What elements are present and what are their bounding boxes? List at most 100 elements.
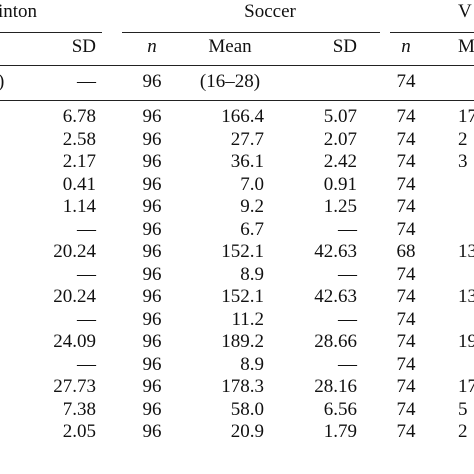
cell: 74 [396,263,416,285]
cell: 74 [396,421,416,442]
cell: 28.66 [314,331,357,352]
cell: 96 [142,71,162,92]
cell: 74 [396,286,416,307]
cell: 19 [458,331,474,352]
cell: 1.79 [323,421,357,442]
cell: 27.7 [230,128,264,150]
cell: 20.9 [230,421,264,442]
cell: — [77,308,96,330]
cell: SD [71,36,96,57]
cell: 1.25 [323,196,357,217]
cell: 96 [142,106,162,127]
cell: 2.58 [62,128,96,150]
cell: SD [332,36,357,57]
cell: 24.09 [53,331,96,352]
cell: 13 [458,241,474,262]
cell: — [338,308,357,330]
rule [122,32,380,33]
cell: 42.63 [314,241,357,262]
cell: 6.78 [62,106,96,127]
cell: 96 [142,286,162,307]
cell: 96 [142,353,162,375]
cell: 17 [458,106,474,127]
cell: 96 [142,196,162,217]
cell: 2 [458,128,468,150]
cell: 96 [142,421,162,442]
cell: M [458,36,474,57]
rule [0,65,474,66]
cell: 42.63 [314,286,357,307]
cell: — [338,218,357,240]
cell: 0.91 [323,173,357,195]
cell: 5 [458,398,468,420]
cell: 5.07 [323,106,357,127]
cell: 20.24 [53,286,96,307]
cell: 96 [142,398,162,420]
cell: 74 [396,106,416,127]
rule [0,100,474,101]
cell: — [77,218,96,240]
cell: 2 [458,421,468,442]
cell: inton [0,1,38,22]
cell: 8.9 [240,263,264,285]
cell: — [338,263,357,285]
cell: 9.2 [240,196,264,217]
cell: 166.4 [221,106,264,127]
cell: n [401,36,411,57]
cell: 96 [142,376,162,397]
cell: 74 [396,353,416,375]
cell: 17 [458,376,474,397]
cell: 189.2 [221,331,264,352]
cell: (16–28) [199,71,261,92]
cell: Soccer [244,1,296,22]
cell: 2.05 [62,421,96,442]
cell: 74 [396,218,416,240]
cell: 178.3 [221,376,264,397]
cell: 2.17 [62,151,96,172]
cell: 74 [396,151,416,172]
cell: 74 [396,173,416,195]
cell: 74 [396,128,416,150]
cell: — [77,71,96,92]
cell: 96 [142,173,162,195]
cell: 6.7 [240,218,264,240]
cell: 152.1 [221,241,264,262]
cell: — [77,353,96,375]
cell: 2.42 [323,151,357,172]
cell: 96 [142,263,162,285]
cell: 7.0 [240,173,264,195]
cell: 74 [396,308,416,330]
cell: 58.0 [230,398,264,420]
cell: 96 [142,331,162,352]
cell: 7.38 [62,398,96,420]
cell: 68 [396,241,416,262]
rule [390,32,474,33]
rule [0,32,102,33]
cell: 74 [396,376,416,397]
cell: — [338,353,357,375]
cell: 74 [396,331,416,352]
cell: 11.2 [231,308,264,330]
cell: 96 [142,308,162,330]
cell: V [458,1,472,22]
cell: 74 [396,71,416,92]
cell: 27.73 [53,376,96,397]
cell: 1.14 [62,196,96,217]
cell: 8.9 [240,353,264,375]
cell: 96 [142,241,162,262]
cell: 96 [142,218,162,240]
cell: 2.07 [323,128,357,150]
cell: 20.24 [53,241,96,262]
cell: 3 [458,151,468,172]
cell: 96 [142,128,162,150]
cell: 28.16 [314,376,357,397]
cell: 74 [396,196,416,217]
cell: 96 [142,151,162,172]
cell: Mean [208,36,252,57]
cell: 13 [458,286,474,307]
cell: — [77,263,96,285]
cell: ) [0,71,4,93]
cell: 6.56 [323,398,357,420]
cell: 152.1 [221,286,264,307]
